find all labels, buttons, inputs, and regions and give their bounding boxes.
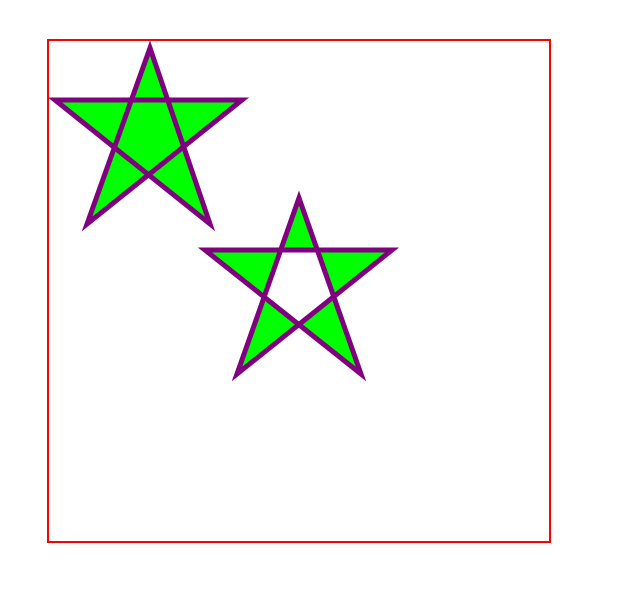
star-evenodd bbox=[197, 190, 400, 382]
frame-rectangle bbox=[47, 39, 551, 543]
star-nonzero bbox=[47, 40, 250, 232]
